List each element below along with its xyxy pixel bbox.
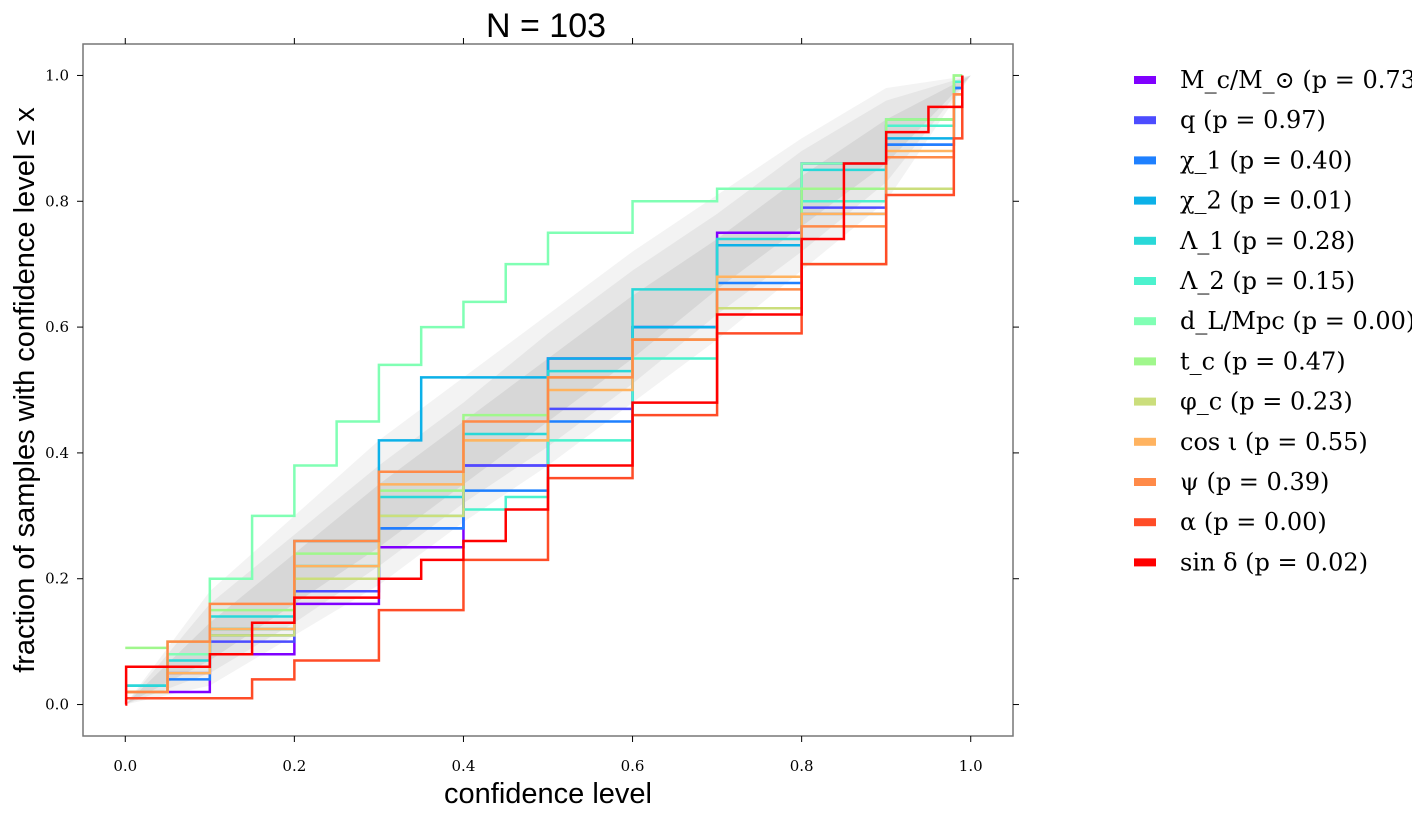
plot-frame <box>82 43 1014 737</box>
x-tick-label-3: 0.6 <box>621 757 645 775</box>
legend-label-6: d_L/Mpc (p = 0.00) <box>1180 307 1412 335</box>
legend-label-7: t_c (p = 0.47) <box>1180 347 1346 375</box>
x-tick-label-2: 0.4 <box>452 757 476 775</box>
x-tick-label-0: 0.0 <box>113 757 137 775</box>
legend-label-11: α (p = 0.00) <box>1180 508 1327 536</box>
legend-label-2: χ_1 (p = 0.40) <box>1180 146 1352 174</box>
legend: M_c/M_⊙ (p = 0.73) q (p = 0.97) χ_1 (p = 0… <box>1134 66 1412 576</box>
legend-swatch-8 <box>1134 397 1156 406</box>
y-tick-label-4: 0.8 <box>45 192 69 210</box>
legend-swatch-1 <box>1134 116 1156 125</box>
series-line-11 <box>125 75 964 700</box>
axis-ticks: 0.0 0.2 0.4 0.6 0.8 1.0 0.0 0.2 0.4 0.6 0.8 1.0 <box>45 38 1019 775</box>
legend-label-3: χ_2 (p = 0.01) <box>1180 187 1352 215</box>
legend-swatch-12 <box>1134 558 1156 567</box>
legend-swatch-5 <box>1134 277 1156 285</box>
y-tick-label-0: 0.0 <box>45 696 69 714</box>
legend-label-12: sin δ (p = 0.02) <box>1180 548 1368 576</box>
y-tick-label-5: 1.0 <box>45 66 69 84</box>
legend-label-9: cos ι (p = 0.55) <box>1180 428 1368 456</box>
series-line-12 <box>124 75 964 706</box>
legend-swatch-2 <box>1134 156 1156 165</box>
y-axis-title: fraction of samples with confidence leve… <box>9 107 41 673</box>
y-tick-label-2: 0.4 <box>45 444 69 462</box>
legend-swatch-6 <box>1134 317 1156 326</box>
series-lines <box>124 74 964 706</box>
x-axis-title: confidence level <box>444 778 652 810</box>
legend-swatch-4 <box>1134 236 1156 245</box>
series-line-6 <box>125 74 963 694</box>
legend-swatch-10 <box>1134 478 1156 486</box>
legend-label-5: Λ_2 (p = 0.15) <box>1179 267 1355 295</box>
legend-label-0: M_c/M_⊙ (p = 0.73) <box>1180 66 1412 94</box>
legend-swatch-9 <box>1134 437 1156 446</box>
y-tick-label-1: 0.2 <box>45 570 69 588</box>
x-tick-label-1: 0.2 <box>282 757 306 775</box>
legend-swatch-3 <box>1134 196 1156 205</box>
legend-swatch-11 <box>1134 518 1156 527</box>
legend-label-4: Λ_1 (p = 0.28) <box>1179 227 1355 255</box>
x-tick-label-4: 0.8 <box>790 757 814 775</box>
legend-label-1: q (p = 0.97) <box>1180 106 1326 134</box>
legend-label-8: φ_c (p = 0.23) <box>1180 388 1353 416</box>
chart-title: N = 103 <box>486 7 606 45</box>
y-tick-label-3: 0.6 <box>45 318 69 336</box>
legend-swatch-7 <box>1134 357 1156 366</box>
x-tick-label-5: 1.0 <box>959 757 983 775</box>
legend-label-10: ψ (p = 0.39) <box>1180 468 1329 496</box>
legend-swatch-0 <box>1134 76 1156 84</box>
